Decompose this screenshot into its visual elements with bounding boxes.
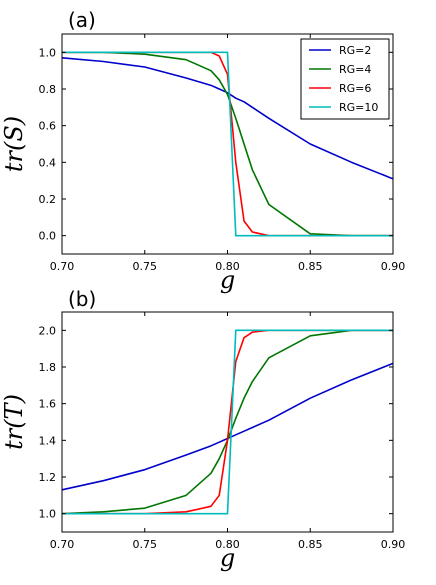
- legend-label-rg-4: RG=4: [339, 63, 371, 76]
- x-tick-label: 0.85: [298, 260, 323, 273]
- y-tick-label: 1.2: [39, 471, 57, 484]
- series-line-rg-6: [62, 329, 393, 515]
- x-axis-label: g: [220, 266, 235, 294]
- legend-box: [300, 38, 390, 120]
- y-tick-label: 1.0: [39, 508, 57, 521]
- x-tick-label: 0.75: [133, 538, 158, 551]
- x-tick-label: 0.70: [50, 538, 75, 551]
- panel-label: (b): [68, 287, 96, 311]
- x-axis-label: g: [220, 544, 235, 572]
- x-tick-label: 0.80: [215, 538, 240, 551]
- x-tick-label: 0.75: [133, 260, 158, 273]
- y-axis-label: tr(S): [0, 116, 28, 172]
- legend: RG=2 RG=4 RG=6 RG=10: [300, 38, 390, 120]
- y-tick-label: 0.6: [39, 120, 57, 133]
- x-tick-label: 0.90: [381, 538, 406, 551]
- x-tick-label: 0.90: [381, 260, 406, 273]
- series-line-rg-10: [62, 51, 393, 237]
- y-tick-label: 0.0: [39, 230, 57, 243]
- series-line-rg-2: [61, 57, 394, 180]
- y-tick-label: 1.6: [39, 398, 57, 411]
- y-tick-label: 1.0: [39, 46, 57, 59]
- series-line-rg-2: [61, 362, 394, 491]
- y-tick-label: 0.2: [39, 193, 57, 206]
- y-axis-label: tr(T): [0, 394, 28, 450]
- y-tick-label: 0.4: [39, 156, 57, 169]
- y-tick-label: 2.0: [39, 324, 57, 337]
- legend-label-rg-10: RG=10: [339, 101, 378, 114]
- y-tick-label: 0.8: [39, 83, 57, 96]
- panel-a: 0.70 0.75 0.80 0.85 0.90 0.0 0.2 0.4 0.6 0.8 1.0 (a…: [0, 8, 405, 294]
- x-tick-label: 0.80: [215, 260, 240, 273]
- panel-label: (a): [68, 8, 96, 32]
- panel-b: 0.70 0.75 0.80 0.85 0.90 1.0 1.2 1.4 1.6 1.8 2.0 (b…: [0, 287, 405, 572]
- series-line-rg-4: [62, 51, 393, 237]
- y-tick-label: 1.4: [39, 434, 57, 447]
- series-line-rg-10: [62, 329, 393, 515]
- x-tick-label: 0.70: [50, 260, 75, 273]
- legend-label-rg-6: RG=6: [339, 82, 371, 95]
- legend-label-rg-2: RG=2: [339, 44, 371, 57]
- y-tick-label: 1.8: [39, 361, 57, 374]
- series-line-rg-4: [61, 329, 393, 515]
- x-tick-label: 0.85: [298, 538, 323, 551]
